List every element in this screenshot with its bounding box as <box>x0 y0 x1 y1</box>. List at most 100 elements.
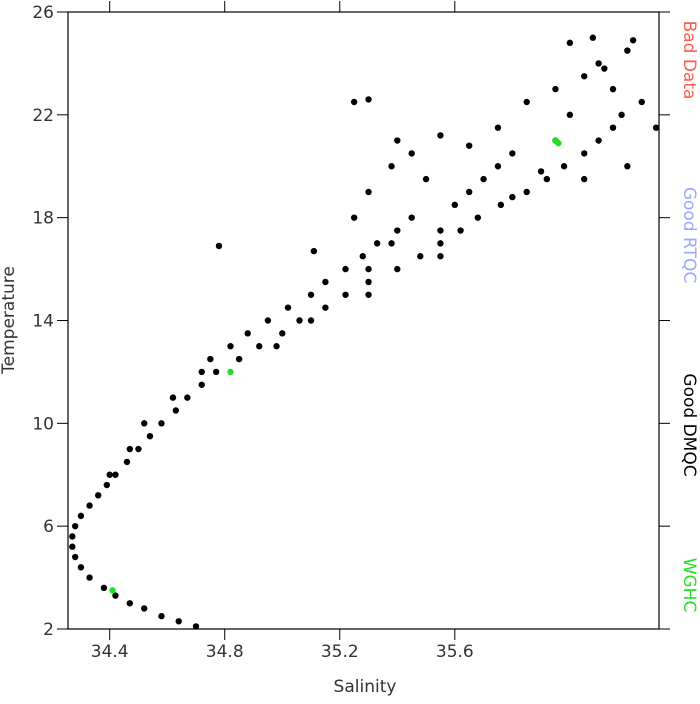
point <box>624 163 631 170</box>
point <box>497 201 505 209</box>
point <box>465 142 473 149</box>
point <box>437 253 444 260</box>
point <box>175 618 182 625</box>
point <box>437 227 444 234</box>
point <box>618 111 625 119</box>
point <box>100 584 108 592</box>
legend-label: WGHC <box>679 558 699 613</box>
point <box>307 291 315 298</box>
legend-label: Bad Data <box>679 21 699 100</box>
point <box>581 175 588 183</box>
point <box>494 124 502 131</box>
point <box>451 201 459 209</box>
point <box>146 432 154 440</box>
point <box>609 85 617 93</box>
point <box>77 564 85 571</box>
point <box>408 214 415 221</box>
point <box>112 592 119 599</box>
point <box>629 37 637 44</box>
point <box>365 188 372 196</box>
point <box>601 65 608 72</box>
point <box>365 96 372 103</box>
legend-label: Good RTQC <box>679 187 699 283</box>
point <box>465 188 473 196</box>
point <box>652 124 660 131</box>
y-tick-label: 10 <box>32 414 54 434</box>
point <box>169 394 177 401</box>
point <box>365 278 372 286</box>
point <box>256 343 263 350</box>
point <box>86 502 93 509</box>
point <box>552 85 559 93</box>
y-tick-label: 6 <box>43 517 54 537</box>
point <box>388 163 395 170</box>
point <box>198 381 205 388</box>
point <box>555 139 562 147</box>
point <box>273 343 280 350</box>
y-tick-label: 14 <box>32 312 54 332</box>
point <box>566 111 574 119</box>
point <box>279 330 286 337</box>
point <box>69 543 76 550</box>
point <box>589 34 597 41</box>
point <box>523 98 530 106</box>
point <box>244 330 251 337</box>
point <box>417 253 424 260</box>
point <box>373 240 381 247</box>
point <box>365 265 372 273</box>
point <box>537 168 545 175</box>
point <box>264 317 272 324</box>
point <box>69 533 76 540</box>
x-tick-label: 35.6 <box>436 642 474 662</box>
point <box>103 481 111 489</box>
point <box>135 445 142 453</box>
point <box>172 407 180 414</box>
point <box>365 291 372 298</box>
point <box>359 253 366 260</box>
point <box>581 150 588 157</box>
point <box>422 175 430 183</box>
point <box>560 163 568 170</box>
x-axis-label: Salinity <box>334 677 397 697</box>
point <box>342 291 349 298</box>
y-tick-label: 2 <box>43 620 54 640</box>
point <box>457 227 464 234</box>
point <box>342 265 349 273</box>
point <box>212 368 220 376</box>
x-tick-label: 34.4 <box>91 642 129 662</box>
point <box>77 512 85 520</box>
point <box>215 242 223 250</box>
point <box>480 175 487 183</box>
point <box>71 522 79 530</box>
point <box>388 240 395 247</box>
point <box>310 247 318 255</box>
point <box>595 137 602 144</box>
point <box>141 605 148 612</box>
x-tick-label: 35.2 <box>321 642 359 662</box>
point <box>198 368 205 376</box>
point <box>609 124 617 131</box>
point <box>595 60 602 67</box>
point <box>624 47 631 54</box>
point <box>581 73 588 80</box>
point <box>109 587 116 594</box>
y-axis-label: Temperature <box>0 266 19 375</box>
point <box>158 420 165 427</box>
point <box>394 227 401 234</box>
point <box>307 317 315 324</box>
point <box>126 600 134 607</box>
point <box>184 394 191 401</box>
point <box>509 150 516 157</box>
point <box>322 278 329 286</box>
point <box>227 368 234 376</box>
plot-frame <box>67 11 660 630</box>
point <box>284 304 292 311</box>
point <box>227 343 234 350</box>
point <box>638 98 645 106</box>
point <box>126 445 134 453</box>
point <box>207 355 214 363</box>
point <box>192 623 200 630</box>
point <box>94 492 102 499</box>
point <box>437 132 444 139</box>
